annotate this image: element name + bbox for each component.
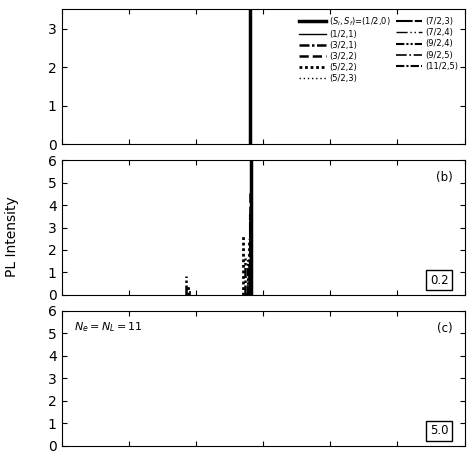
Text: PL Intensity: PL Intensity xyxy=(5,197,19,277)
Legend: $(S_i,S_f)$=(1/2,0), (1/2,1), (3/2,1), (3/2,2), (5/2,2), (5/2,3), (7/2,3), (7/2,: $(S_i,S_f)$=(1/2,0), (1/2,1), (3/2,1), (… xyxy=(297,14,460,85)
Text: 0.2: 0.2 xyxy=(430,274,448,287)
Text: $N_e=N_L=11$: $N_e=N_L=11$ xyxy=(74,320,143,334)
Text: 5.0: 5.0 xyxy=(430,425,448,438)
Text: (b): (b) xyxy=(436,171,452,184)
Text: (c): (c) xyxy=(437,322,452,335)
